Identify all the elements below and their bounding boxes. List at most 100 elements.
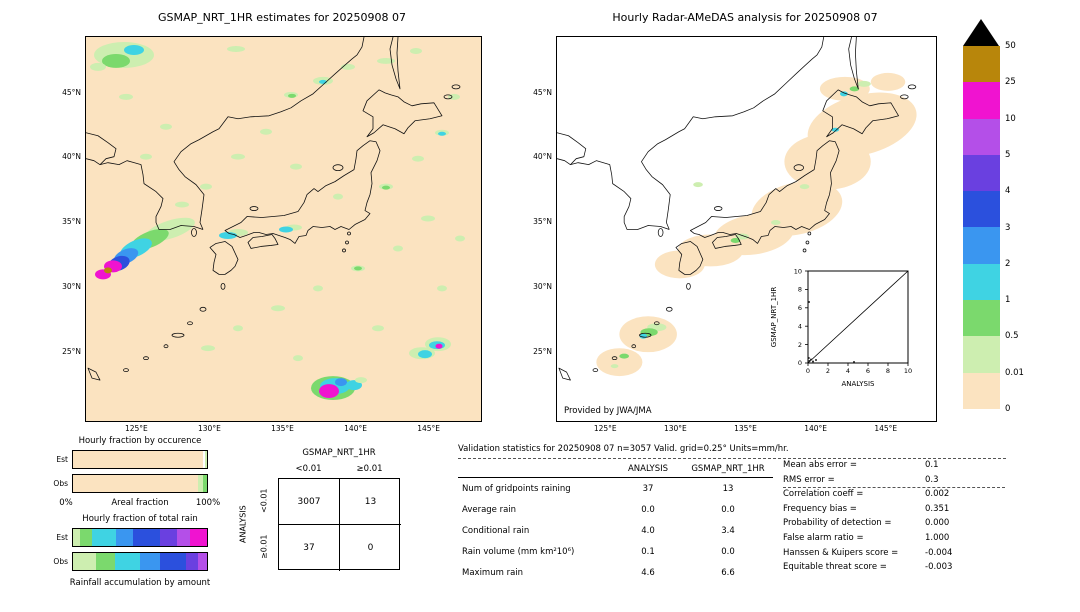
bar-row-label: Est [56, 532, 68, 542]
score-row: Correlation coeff = 0.002 [783, 489, 1063, 499]
x-tick-label: 125°E [593, 424, 617, 433]
stats-analysis-value: 0.1 [641, 547, 655, 557]
fraction-bar-obs [72, 552, 208, 571]
score-row: Hanssen & Kuipers score = -0.004 [783, 548, 1063, 558]
score-label: Frequency bias = [783, 503, 857, 514]
left-map-title: GSMAP_NRT_1HR estimates for 20250908 07 [157, 11, 407, 24]
colorbar-segment [963, 227, 1000, 264]
contingency-cell-10: 37 [279, 525, 340, 571]
contingency-row-title: ANALYSIS [238, 505, 248, 543]
contingency-grid: 3007 13 37 0 [278, 478, 401, 571]
stats-col-gsmap: GSMAP_NRT_1HR [691, 464, 765, 474]
colorbar-segment [963, 82, 1000, 119]
contingency-cell-01: 13 [340, 479, 401, 525]
stats-row-label: Average rain [462, 505, 517, 515]
x-tick-label: 145°E [874, 424, 898, 433]
bar-segment [197, 475, 203, 492]
svg-text:6: 6 [798, 304, 802, 312]
contingency-row-label-lt: <0.01 [259, 488, 269, 514]
colorbar-tick-label: 0 [1005, 404, 1011, 414]
occurrence-chart-title: Hourly fraction by occurence [78, 436, 202, 446]
svg-text:10: 10 [794, 268, 802, 276]
stats-analysis-value: 4.0 [641, 526, 655, 536]
scores-divider [783, 487, 1005, 488]
svg-text:0: 0 [806, 367, 810, 375]
bar-segment [73, 475, 198, 492]
contingency-cell-00: 3007 [279, 479, 340, 525]
x-tick-label: 140°E [344, 424, 367, 433]
radar-map-panel: Provided by JWA/JMA 0 2 4 6 [556, 36, 937, 422]
colorbar-tick-label: 3 [1005, 222, 1011, 233]
score-row: False alarm ratio = 1.000 [783, 533, 1063, 543]
score-value: -0.003 [925, 562, 953, 573]
fraction-bar-obs [72, 474, 208, 493]
stats-divider-top [458, 458, 1006, 459]
svg-text:4: 4 [846, 367, 850, 375]
stats-gsmap-value: 0.0 [721, 547, 735, 557]
stats-analysis-value: 0.0 [641, 505, 655, 515]
inset-scatter-panel: 0 2 4 6 8 10 0 2 4 6 8 10 ANALYSIS GSMAP… [764, 265, 924, 399]
bar-segment [114, 553, 140, 570]
bar-segment [177, 529, 190, 546]
bar-segment [73, 451, 203, 468]
svg-text:10: 10 [904, 367, 912, 375]
bar-row-label: Obs [53, 478, 68, 488]
colorbar-tick-label: 5 [1005, 149, 1011, 160]
bar-segment [115, 529, 134, 546]
inset-x-tick-labels: 0 2 4 6 8 10 [806, 367, 912, 375]
colorbar-segment [963, 372, 1000, 409]
totalrain-chart-caption: Rainfall accumulation by amount [69, 578, 211, 588]
occurrence-axis-label: Areal fraction [111, 498, 169, 508]
colorbar-over-triangle [963, 19, 999, 46]
stats-header: Validation statistics for 20250908 07 n=… [458, 444, 789, 454]
occurrence-axis-min: 0% [59, 498, 73, 508]
bar-segment [139, 553, 161, 570]
score-value: 0.002 [925, 489, 950, 500]
x-tick-label: 135°E [734, 424, 757, 433]
score-row: Mean abs error = 0.1 [783, 460, 1063, 470]
svg-text:2: 2 [798, 341, 802, 349]
data-credit: Provided by JWA/JMA [564, 406, 652, 416]
bar-segment [73, 529, 80, 546]
x-tick-label: 125°E [124, 424, 148, 433]
contingency-col-title: GSMAP_NRT_1HR [302, 448, 376, 458]
score-row: Equitable threat score = -0.003 [783, 562, 1063, 572]
colorbar-tick-label: 4 [1005, 186, 1011, 197]
bar-segment [133, 529, 161, 546]
score-row: RMS error = 0.3 [783, 475, 1063, 485]
x-tick-label: 130°E [198, 424, 221, 433]
colorbar-segment [963, 191, 1000, 228]
score-value: 0.3 [925, 474, 939, 485]
score-label: Equitable threat score = [783, 562, 887, 573]
colorbar-labels: 50 25 10 5 4 3 2 1 0.5 0.01 0 [1005, 41, 1045, 416]
stats-analysis-value: 37 [642, 484, 654, 494]
y-tick-label: 40°N [62, 152, 81, 162]
y-tick-label: 25°N [533, 346, 552, 356]
stats-row-label: Rain volume (mm km²10⁶) [462, 547, 575, 557]
contingency-cell-11: 0 [367, 543, 374, 553]
score-label: False alarm ratio = [783, 533, 864, 543]
colorbar-segment [963, 300, 1000, 337]
contingency-col-label-ge: ≥0.01 [356, 464, 383, 474]
score-label: Mean abs error = [783, 460, 857, 470]
inset-tick-marks [805, 270, 909, 366]
bar-segment [202, 451, 205, 468]
colorbar-segment [963, 46, 1000, 83]
svg-text:6: 6 [866, 367, 870, 375]
score-label: Probability of detection = [783, 518, 892, 529]
svg-text:8: 8 [886, 367, 890, 375]
y-tick-label: 45°N [62, 87, 81, 97]
bar-segment [197, 553, 207, 570]
score-label: RMS error = [783, 474, 835, 485]
colorbar-tick-label: 25 [1005, 77, 1016, 88]
bar-segment [204, 451, 207, 468]
score-row: Frequency bias = 0.351 [783, 504, 1063, 514]
y-tick-label: 35°N [533, 217, 552, 227]
score-value: 0.351 [925, 503, 950, 514]
analysis-rain-specks [610, 80, 871, 369]
x-tick-label: 145°E [417, 424, 441, 433]
colorbar-tick-label: 2 [1005, 258, 1011, 269]
contingency-row-label-ge: ≥0.01 [259, 534, 269, 560]
score-value: 0.000 [925, 518, 950, 529]
contingency-col-label-lt: <0.01 [295, 464, 322, 474]
